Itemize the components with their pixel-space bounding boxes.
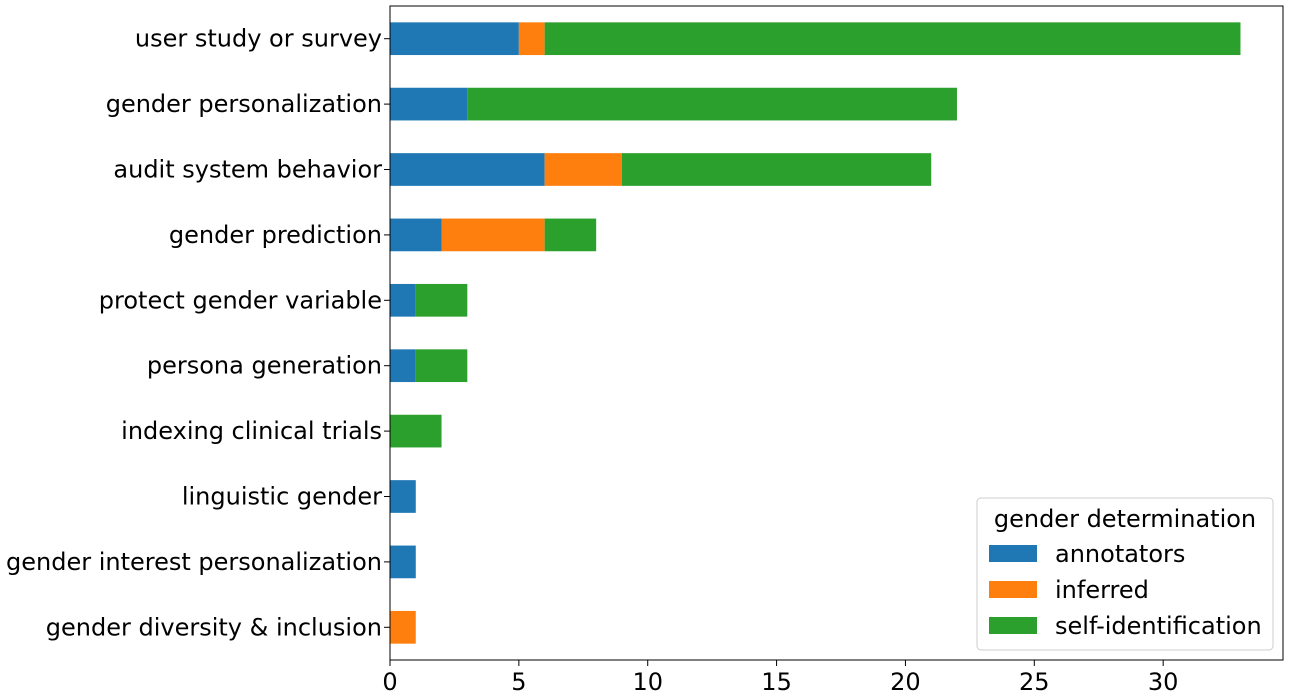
y-tick-label: protect gender variable bbox=[99, 286, 382, 314]
legend-label: inferred bbox=[1055, 576, 1149, 604]
bar-annotators-8 bbox=[390, 545, 416, 579]
legend-label: annotators bbox=[1055, 540, 1185, 568]
y-tick-label: user study or survey bbox=[135, 25, 382, 53]
legend: gender determination annotators inferred s… bbox=[976, 497, 1274, 651]
bar-inferred-3 bbox=[441, 218, 545, 252]
bar-annotators-2 bbox=[390, 153, 545, 186]
legend-label: self-identification bbox=[1055, 612, 1262, 640]
y-tick-label: gender prediction bbox=[169, 221, 382, 249]
x-tick-label: 20 bbox=[890, 668, 921, 696]
bar-annotators-4 bbox=[390, 283, 416, 317]
bar-annotators-1 bbox=[390, 87, 468, 121]
bar-annotators-7 bbox=[390, 480, 416, 513]
bar-inferred-0 bbox=[518, 22, 545, 56]
bar-self-identification-1 bbox=[467, 87, 957, 121]
y-tick-label: indexing clinical trials bbox=[121, 417, 382, 445]
y-tick-label: gender diversity & inclusion bbox=[46, 613, 382, 641]
y-tick-label: audit system behavior bbox=[113, 156, 382, 184]
x-tick-label: 15 bbox=[761, 668, 792, 696]
y-tick-label: gender personalization bbox=[106, 90, 382, 118]
y-tick-label: persona generation bbox=[147, 352, 382, 380]
bar-self-identification-4 bbox=[415, 283, 468, 317]
x-axis: 0 5 10 15 20 25 30 bbox=[382, 660, 1178, 696]
bars-layer bbox=[390, 22, 1241, 644]
bar-self-identification-5 bbox=[415, 349, 468, 383]
bar-annotators-5 bbox=[390, 349, 416, 383]
bar-self-identification-0 bbox=[544, 22, 1241, 56]
legend-items: annotators inferred self-identification bbox=[989, 540, 1262, 640]
legend-swatch-annotators bbox=[989, 545, 1037, 562]
legend-title: gender determination bbox=[994, 505, 1256, 533]
legend-box bbox=[976, 497, 1274, 651]
x-tick-label: 10 bbox=[632, 668, 663, 696]
x-tick-label: 30 bbox=[1148, 668, 1179, 696]
bar-self-identification-3 bbox=[544, 218, 597, 252]
bar-self-identification-6 bbox=[390, 414, 442, 448]
y-tick-label: linguistic gender bbox=[182, 483, 382, 511]
bar-annotators-3 bbox=[390, 218, 442, 252]
x-tick-label: 25 bbox=[1019, 668, 1050, 696]
bar-inferred-2 bbox=[544, 153, 622, 186]
plot-frame bbox=[389, 5, 1284, 661]
bar-annotators-0 bbox=[390, 22, 519, 56]
x-tick-label: 5 bbox=[511, 668, 526, 696]
bar-inferred-9 bbox=[390, 610, 416, 644]
bar-self-identification-2 bbox=[621, 153, 932, 186]
legend-swatch-self-identification bbox=[989, 617, 1037, 634]
y-axis: user study or survey gender personalizati… bbox=[6, 25, 390, 641]
legend-swatch-inferred bbox=[989, 581, 1037, 598]
x-tick-label: 0 bbox=[382, 668, 397, 696]
y-tick-label: gender interest personalization bbox=[6, 548, 382, 576]
